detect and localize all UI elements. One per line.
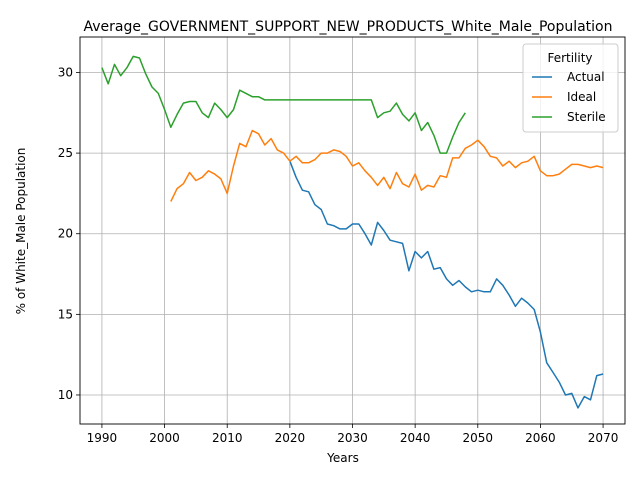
x-tick-label: 2010: [212, 431, 243, 445]
legend-box: [522, 43, 619, 133]
y-axis-ticks: 10 15 20 25 30: [58, 65, 80, 402]
y-tick-label: 10: [58, 388, 73, 402]
x-tick-label: 2030: [337, 431, 368, 445]
legend-items: Actual Ideal Sterile: [532, 70, 606, 124]
legend-title: Fertility: [547, 51, 592, 65]
legend-label-actual: Actual: [567, 70, 605, 84]
x-tick-label: 2020: [275, 431, 306, 445]
series-line-ideal: [170, 129, 604, 202]
x-tick-label: 2040: [400, 431, 431, 445]
y-tick-label: 15: [58, 307, 73, 321]
chart-title: Average_GOVERNMENT_SUPPORT_NEW_PRODUCTS_…: [84, 19, 613, 35]
y-tick-label: 30: [58, 65, 73, 79]
series-lines: [101, 55, 604, 409]
legend-label-sterile: Sterile: [567, 110, 606, 124]
x-tick-label: 2050: [463, 431, 494, 445]
y-tick-label: 25: [58, 146, 73, 160]
y-tick-label: 20: [58, 227, 73, 241]
x-axis-ticks: 1990 2000 2010 2020 2030 2040 2050 2060 2070: [87, 424, 619, 445]
x-tick-label: 2070: [588, 431, 619, 445]
legend-label-ideal: Ideal: [567, 90, 596, 104]
x-tick-label: 1990: [87, 431, 118, 445]
x-axis-label: Years: [326, 451, 359, 465]
legend: Fertility Actual Ideal Sterile: [522, 43, 619, 133]
series-line-sterile: [101, 55, 466, 154]
x-tick-label: 2000: [149, 431, 180, 445]
y-axis-label: % of White_Male Population: [14, 148, 28, 315]
x-tick-label: 2060: [525, 431, 556, 445]
series-line-actual: [289, 160, 604, 409]
